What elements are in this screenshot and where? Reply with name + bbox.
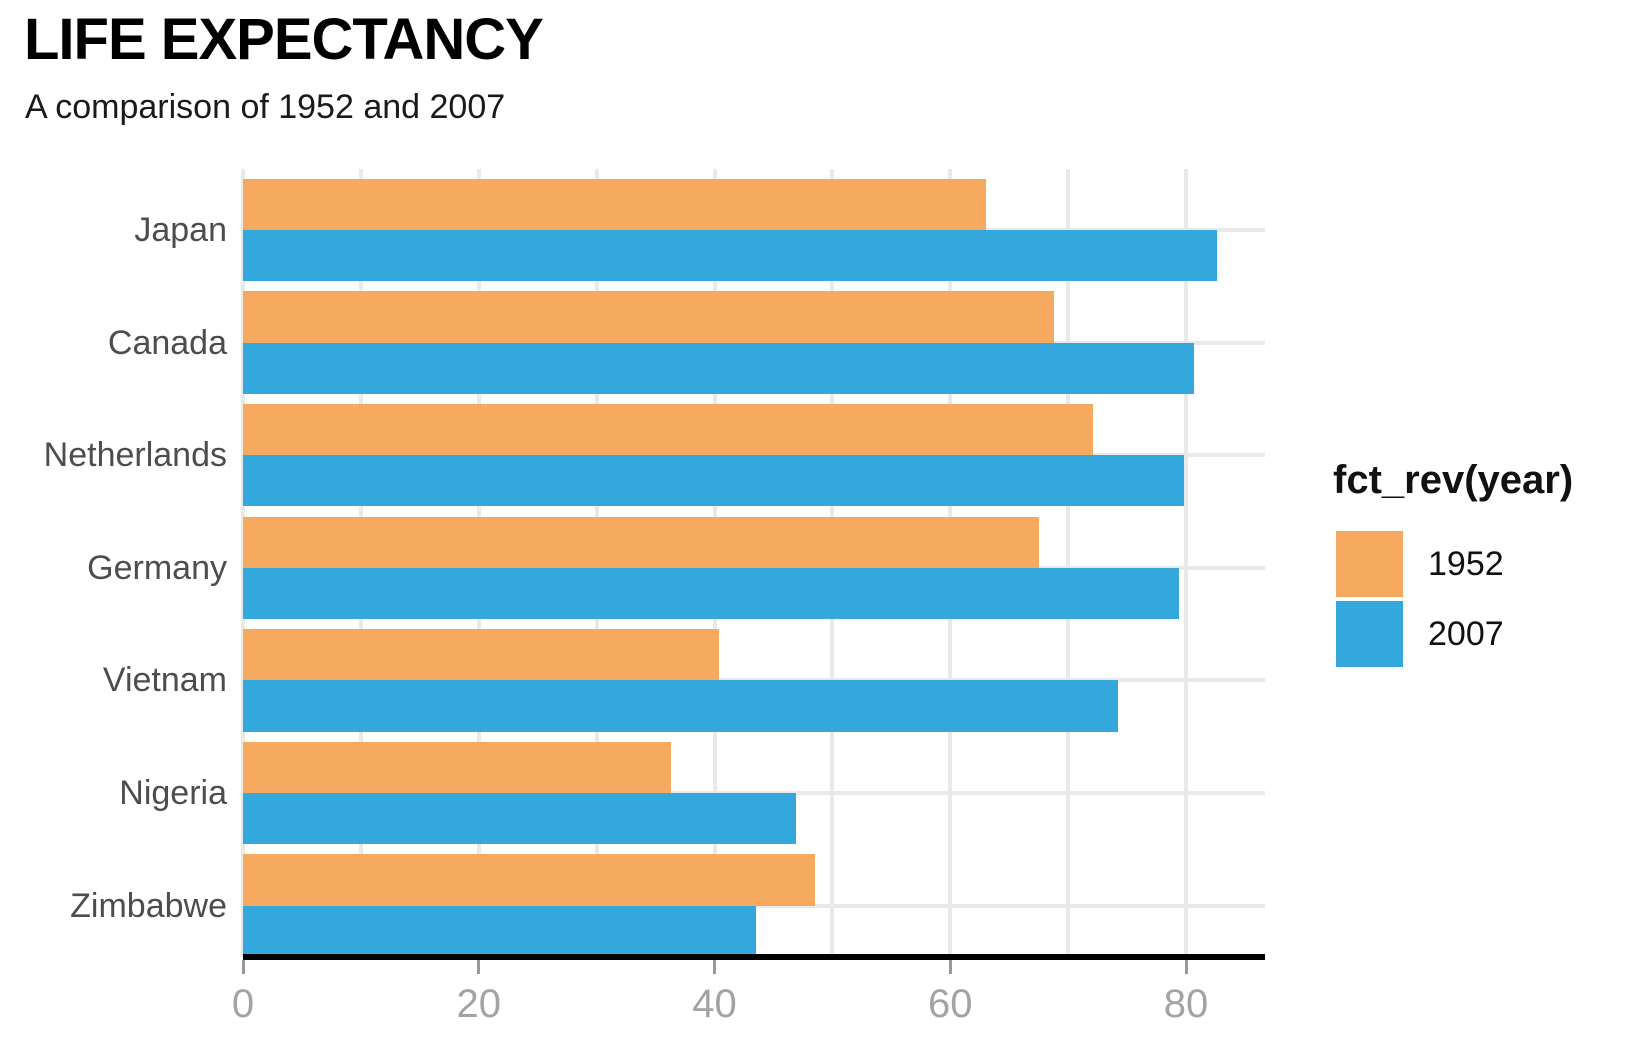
x-tick-mark-60 — [948, 960, 952, 974]
bar-vietnam-1952 — [243, 629, 720, 681]
bar-japan-1952 — [243, 178, 986, 230]
y-axis-label-nigeria: Nigeria — [119, 774, 227, 812]
y-axis-label-vietnam: Vietnam — [102, 661, 227, 700]
bar-germany-2007 — [243, 567, 1179, 620]
legend-label-1952: 1952 — [1428, 545, 1504, 583]
x-tick-mark-80 — [1184, 960, 1188, 974]
bar-canada-1952 — [243, 291, 1054, 343]
bar-netherlands-2007 — [243, 455, 1184, 507]
x-tick-label-0: 0 — [231, 982, 255, 1026]
bar-japan-2007 — [243, 230, 1217, 282]
x-tick-label-80: 80 — [1163, 982, 1209, 1026]
plot-panel — [241, 169, 1265, 957]
x-axis-line — [243, 954, 1265, 960]
bar-nigeria-1952 — [243, 741, 671, 793]
gridline-vertical-80 — [1184, 169, 1189, 957]
y-axis-label-japan: Japan — [134, 211, 227, 249]
bar-canada-2007 — [243, 342, 1195, 394]
gridline-vertical-70 — [1066, 169, 1071, 957]
x-tick-label-20: 20 — [456, 982, 502, 1026]
y-axis-label-canada: Canada — [107, 323, 227, 362]
x-tick-label-60: 60 — [928, 982, 973, 1026]
legend-label-2007: 2007 — [1428, 615, 1504, 653]
legend-title: fct_rev(year) — [1333, 458, 1574, 502]
bar-netherlands-1952 — [243, 403, 1093, 456]
legend-swatch-1952 — [1336, 531, 1403, 597]
x-tick-mark-0 — [241, 960, 245, 974]
x-tick-mark-20 — [477, 960, 481, 974]
chart-title: LIFE EXPECTANCY — [24, 7, 544, 72]
y-axis-label-netherlands: Netherlands — [43, 436, 227, 475]
bar-vietnam-2007 — [243, 680, 1118, 732]
x-tick-mark-40 — [713, 960, 716, 974]
x-tick-label-40: 40 — [692, 982, 737, 1026]
bar-zimbabwe-2007 — [243, 905, 756, 957]
bar-germany-1952 — [243, 516, 1039, 568]
y-axis-label-zimbabwe: Zimbabwe — [70, 886, 227, 925]
legend-swatch-2007 — [1336, 601, 1403, 667]
chart-subtitle: A comparison of 1952 and 2007 — [25, 88, 506, 126]
y-axis-label-germany: Germany — [87, 548, 227, 587]
bar-nigeria-2007 — [243, 793, 796, 845]
bar-zimbabwe-1952 — [243, 854, 815, 906]
